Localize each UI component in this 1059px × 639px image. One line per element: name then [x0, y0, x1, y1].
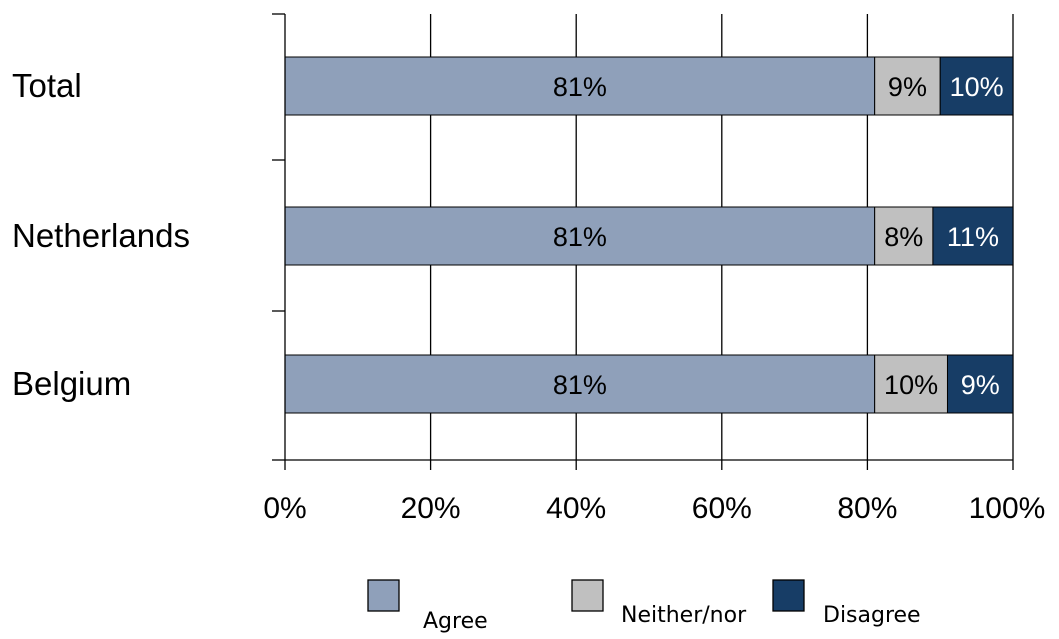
data-label: 81%	[553, 370, 607, 400]
data-label: 11%	[947, 222, 999, 252]
legend-swatch-neither-nor	[571, 579, 604, 612]
x-tick-label: 100%	[969, 492, 1046, 525]
legend-label: Neither/nor	[621, 603, 747, 628]
legend-swatch-disagree	[772, 579, 805, 612]
data-label: 9%	[961, 370, 1000, 400]
data-label: 9%	[888, 72, 927, 102]
data-label: 10%	[884, 370, 938, 400]
bar-total-disagree	[939, 56, 1014, 116]
legend: Agree Neither/nor Disagree	[367, 579, 921, 634]
bars	[284, 56, 1014, 414]
legend-label: Disagree	[823, 603, 921, 628]
data-label: 81%	[553, 72, 607, 102]
x-tick-label: 0%	[263, 492, 306, 525]
category-label-total: Total	[12, 67, 82, 104]
bar-total-neither-nor	[874, 56, 941, 116]
x-tick-label: 60%	[692, 492, 752, 525]
x-tick-label: 20%	[401, 492, 461, 525]
axes: 0% 20% 40% 60% 80% 100%	[263, 13, 1046, 525]
data-label: 8%	[884, 222, 923, 252]
bar-netherlands-disagree	[932, 206, 1014, 266]
bar-netherlands-agree	[284, 206, 876, 266]
bar-belgium-disagree	[946, 354, 1014, 414]
bar-netherlands-neither-nor	[874, 206, 934, 266]
labels: 81% 9% 10% Total 81% 8% 11% Netherlands 81% 10% 9%…	[12, 67, 1004, 402]
data-label: 10%	[950, 72, 1004, 102]
x-tick-label: 40%	[546, 492, 606, 525]
bar-total-agree	[284, 56, 876, 116]
x-tick-label: 80%	[837, 492, 897, 525]
category-label-netherlands: Netherlands	[12, 217, 190, 254]
bar-belgium-agree	[284, 354, 876, 414]
legend-swatch-agree	[367, 579, 400, 612]
data-label: 81%	[553, 222, 607, 252]
category-label-belgium: Belgium	[12, 365, 131, 402]
legend-label: Agree	[423, 609, 488, 634]
